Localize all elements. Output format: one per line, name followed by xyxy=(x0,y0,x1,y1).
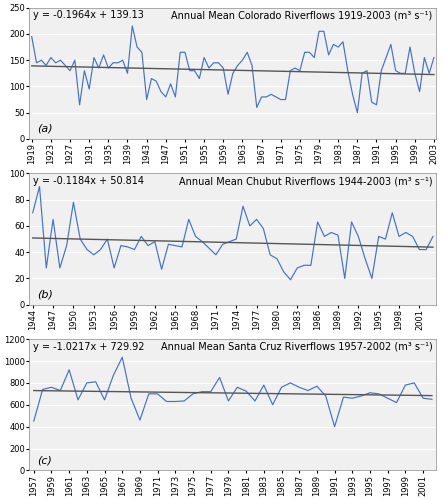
Text: Annual Mean Chubut Riverflows 1944-2003 (m³ s⁻¹): Annual Mean Chubut Riverflows 1944-2003 … xyxy=(179,176,432,186)
Text: (a): (a) xyxy=(38,124,53,134)
Text: y = -0.1964x + 139.13: y = -0.1964x + 139.13 xyxy=(33,10,144,20)
Text: y = -1.0217x + 729.92: y = -1.0217x + 729.92 xyxy=(33,342,145,352)
Text: y = -0.1184x + 50.814: y = -0.1184x + 50.814 xyxy=(33,176,144,186)
Text: (c): (c) xyxy=(38,455,52,465)
Text: (b): (b) xyxy=(38,290,53,300)
Text: Annual Mean Santa Cruz Riverflows 1957-2002 (m³ s⁻¹): Annual Mean Santa Cruz Riverflows 1957-2… xyxy=(160,342,432,352)
Text: Annual Mean Colorado Riverflows 1919-2003 (m³ s⁻¹): Annual Mean Colorado Riverflows 1919-200… xyxy=(171,10,432,20)
